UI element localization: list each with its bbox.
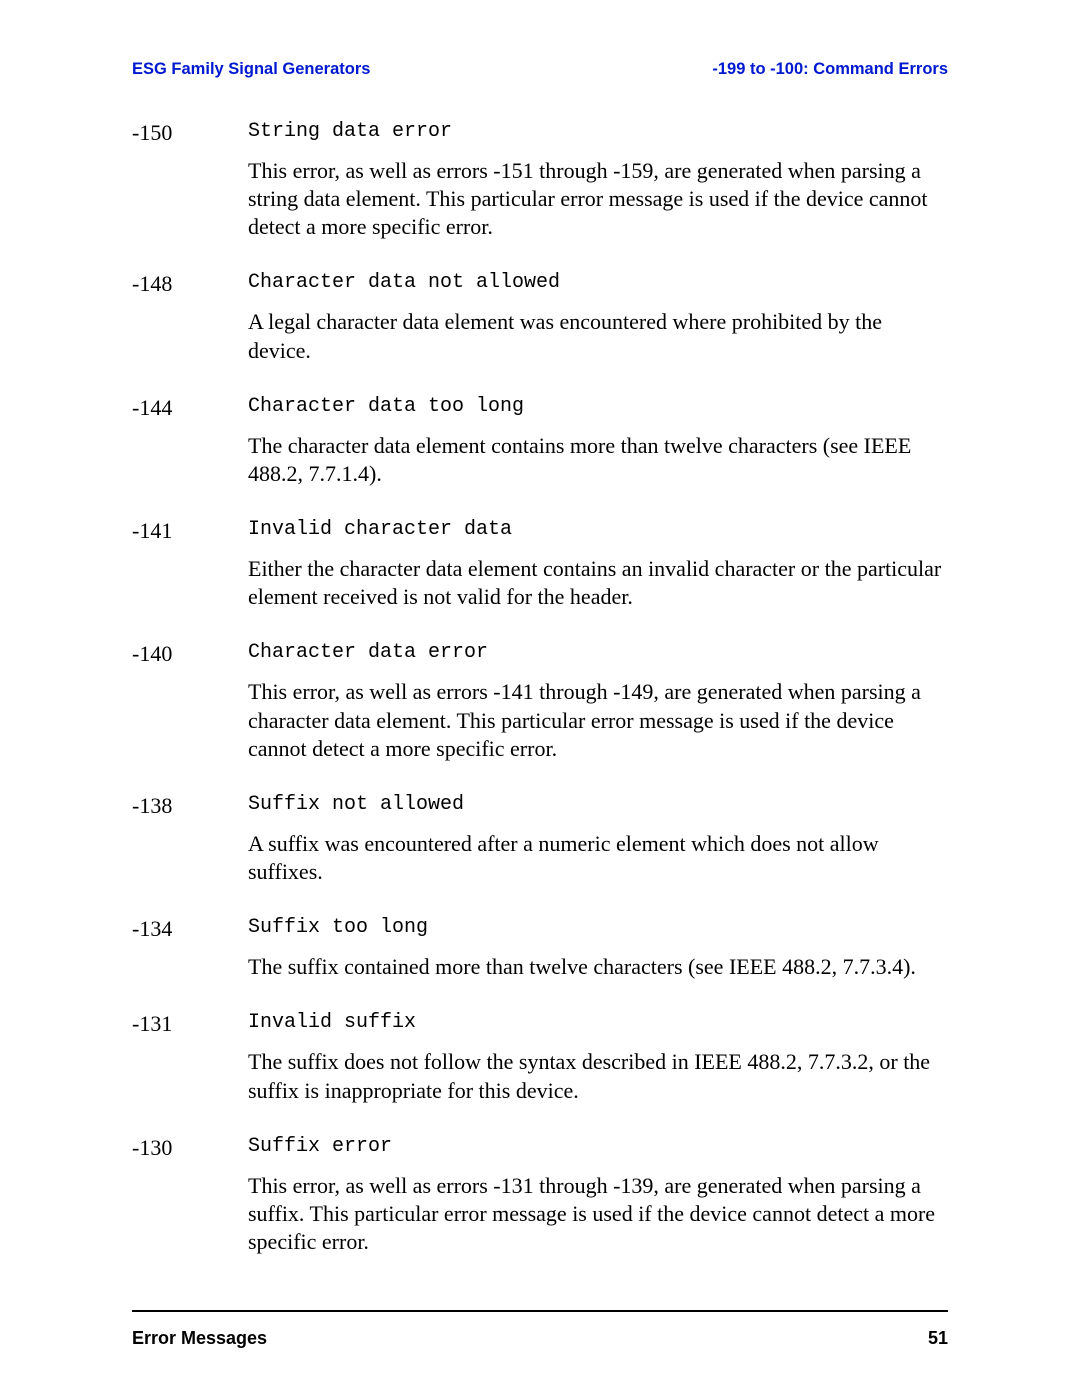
- error-body: String data error This error, as well as…: [248, 120, 948, 241]
- error-description: This error, as well as errors -141 throu…: [248, 678, 948, 762]
- error-title: Character data not allowed: [248, 271, 948, 294]
- error-title: Suffix not allowed: [248, 793, 948, 816]
- error-description: The character data element contains more…: [248, 432, 948, 488]
- error-title: Character data error: [248, 641, 948, 664]
- error-title: Character data too long: [248, 395, 948, 418]
- error-description: A suffix was encountered after a numeric…: [248, 830, 948, 886]
- error-code: -141: [132, 518, 248, 611]
- error-code: -150: [132, 120, 248, 241]
- header-left: ESG Family Signal Generators: [132, 60, 370, 79]
- error-description: The suffix contained more than twelve ch…: [248, 953, 948, 981]
- error-title: Suffix too long: [248, 916, 948, 939]
- error-code: -130: [132, 1135, 248, 1256]
- error-code: -140: [132, 641, 248, 762]
- content-area: -150 String data error This error, as we…: [132, 120, 948, 1287]
- error-code: -144: [132, 395, 248, 488]
- footer-rule: [132, 1310, 948, 1312]
- error-body: Suffix error This error, as well as erro…: [248, 1135, 948, 1256]
- page-footer: Error Messages 51: [132, 1328, 948, 1349]
- error-title: Invalid character data: [248, 518, 948, 541]
- error-description: This error, as well as errors -151 throu…: [248, 157, 948, 241]
- error-entry: -134 Suffix too long The suffix containe…: [132, 916, 948, 981]
- error-code: -148: [132, 271, 248, 364]
- error-entry: -150 String data error This error, as we…: [132, 120, 948, 241]
- page-header: ESG Family Signal Generators -199 to -10…: [132, 60, 948, 79]
- error-title: String data error: [248, 120, 948, 143]
- error-body: Invalid suffix The suffix does not follo…: [248, 1011, 948, 1104]
- error-code: -134: [132, 916, 248, 981]
- error-description: The suffix does not follow the syntax de…: [248, 1048, 948, 1104]
- error-title: Invalid suffix: [248, 1011, 948, 1034]
- error-description: This error, as well as errors -131 throu…: [248, 1172, 948, 1256]
- error-body: Invalid character data Either the charac…: [248, 518, 948, 611]
- error-body: Character data error This error, as well…: [248, 641, 948, 762]
- error-description: A legal character data element was encou…: [248, 308, 948, 364]
- error-code: -131: [132, 1011, 248, 1104]
- page: ESG Family Signal Generators -199 to -10…: [0, 0, 1080, 1397]
- error-body: Character data too long The character da…: [248, 395, 948, 488]
- error-code: -138: [132, 793, 248, 886]
- footer-left: Error Messages: [132, 1328, 267, 1349]
- error-title: Suffix error: [248, 1135, 948, 1158]
- header-right: -199 to -100: Command Errors: [712, 60, 948, 79]
- error-entry: -144 Character data too long The charact…: [132, 395, 948, 488]
- error-entry: -138 Suffix not allowed A suffix was enc…: [132, 793, 948, 886]
- error-entry: -130 Suffix error This error, as well as…: [132, 1135, 948, 1256]
- error-entry: -148 Character data not allowed A legal …: [132, 271, 948, 364]
- error-entry: -140 Character data error This error, as…: [132, 641, 948, 762]
- error-body: Suffix too long The suffix contained mor…: [248, 916, 948, 981]
- footer-page-number: 51: [928, 1328, 948, 1349]
- error-description: Either the character data element contai…: [248, 555, 948, 611]
- error-body: Character data not allowed A legal chara…: [248, 271, 948, 364]
- error-body: Suffix not allowed A suffix was encounte…: [248, 793, 948, 886]
- error-entry: -131 Invalid suffix The suffix does not …: [132, 1011, 948, 1104]
- error-entry: -141 Invalid character data Either the c…: [132, 518, 948, 611]
